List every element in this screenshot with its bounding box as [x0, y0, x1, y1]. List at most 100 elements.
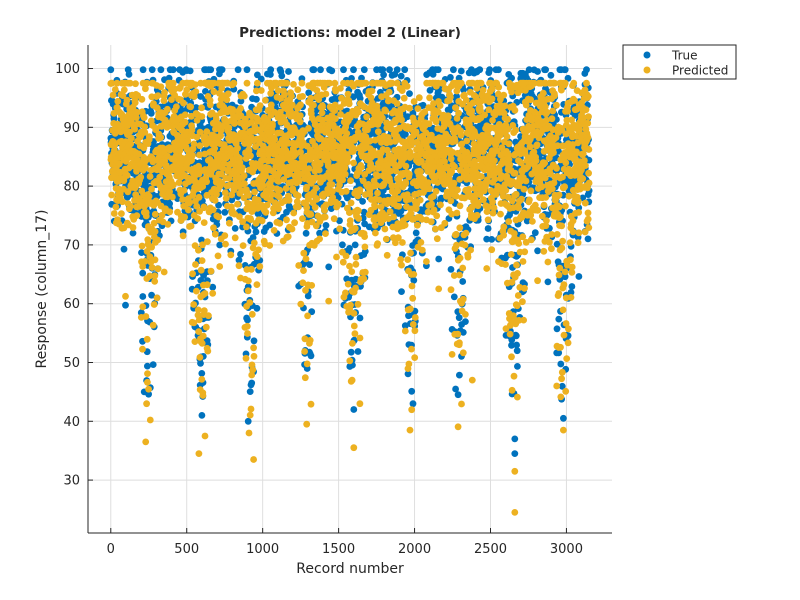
point-true	[336, 217, 343, 225]
point-true	[221, 208, 229, 216]
point-true	[412, 229, 420, 237]
point-predicted	[118, 110, 126, 118]
point-predicted	[179, 232, 187, 240]
point-predicted	[157, 83, 165, 91]
point-true	[508, 341, 515, 349]
point-predicted	[184, 137, 192, 145]
point-predicted	[181, 213, 189, 221]
point-predicted	[350, 310, 358, 317]
point-predicted	[250, 352, 258, 360]
point-predicted	[144, 370, 151, 377]
point-predicted	[281, 91, 288, 99]
point-true	[476, 66, 484, 74]
point-predicted	[344, 90, 352, 98]
point-predicted	[142, 85, 149, 93]
point-predicted	[193, 287, 200, 295]
point-predicted	[250, 344, 257, 352]
point-true	[488, 236, 496, 243]
point-predicted	[166, 208, 174, 216]
point-true	[308, 308, 316, 316]
point-true	[328, 67, 336, 75]
point-predicted	[297, 300, 305, 308]
point-true	[419, 101, 427, 109]
point-true	[218, 66, 226, 74]
point-predicted	[346, 209, 353, 217]
point-predicted	[300, 267, 307, 274]
point-true	[339, 241, 346, 249]
point-predicted	[180, 99, 187, 107]
point-predicted	[358, 164, 365, 171]
point-predicted	[150, 301, 158, 308]
point-true	[137, 309, 145, 317]
point-true	[523, 217, 531, 225]
point-predicted	[123, 172, 131, 179]
point-true	[253, 304, 261, 312]
point-predicted	[304, 312, 311, 320]
point-predicted	[135, 150, 143, 158]
point-true	[457, 67, 465, 75]
point-predicted	[209, 289, 217, 297]
point-true	[447, 74, 454, 81]
series-predicted	[107, 79, 593, 431]
point-predicted	[276, 219, 284, 227]
point-true	[434, 66, 442, 74]
point-predicted	[330, 215, 338, 223]
point-predicted	[342, 289, 349, 297]
point-predicted	[299, 93, 306, 100]
point-predicted	[368, 87, 376, 95]
point-predicted	[134, 156, 141, 164]
point-predicted	[294, 192, 302, 200]
point-true	[198, 412, 206, 419]
point-predicted	[302, 255, 310, 263]
point-true	[525, 66, 533, 74]
point-predicted	[291, 219, 298, 227]
point-true	[266, 221, 274, 229]
point-predicted	[146, 253, 154, 261]
point-predicted	[254, 79, 261, 87]
point-true	[456, 371, 463, 379]
point-predicted	[199, 392, 207, 399]
point-predicted	[244, 287, 252, 295]
point-predicted	[200, 219, 208, 227]
point-true	[450, 66, 457, 74]
point-true	[120, 245, 128, 253]
point-predicted	[235, 262, 243, 270]
point-predicted	[197, 266, 205, 274]
point-true	[513, 341, 520, 349]
point-predicted	[123, 96, 131, 104]
point-predicted	[290, 209, 298, 217]
point-true	[495, 66, 502, 74]
point-true	[244, 316, 251, 324]
point-predicted	[285, 196, 293, 204]
point-true	[325, 263, 333, 271]
point-true	[583, 66, 590, 74]
point-true	[402, 130, 409, 138]
point-true	[462, 318, 469, 325]
point-predicted	[310, 101, 317, 109]
point-true	[360, 208, 368, 216]
point-predicted	[204, 238, 211, 246]
point-true	[250, 337, 258, 345]
point-predicted	[288, 225, 296, 233]
point-true	[450, 293, 458, 301]
point-predicted	[141, 258, 149, 265]
point-predicted	[195, 193, 203, 201]
point-true	[512, 332, 520, 340]
point-true	[285, 68, 292, 75]
point-predicted	[283, 79, 291, 87]
point-true	[267, 71, 274, 78]
point-true	[391, 71, 399, 78]
point-true	[305, 89, 313, 97]
point-true	[234, 66, 242, 74]
point-predicted	[221, 232, 229, 240]
point-true	[452, 385, 459, 393]
point-predicted	[371, 203, 379, 211]
point-predicted	[363, 113, 370, 121]
point-true	[575, 273, 583, 280]
point-predicted	[238, 164, 246, 172]
point-predicted	[347, 301, 354, 309]
point-predicted	[153, 104, 161, 112]
point-predicted	[270, 227, 278, 234]
point-predicted	[201, 290, 209, 297]
point-predicted	[187, 103, 195, 111]
